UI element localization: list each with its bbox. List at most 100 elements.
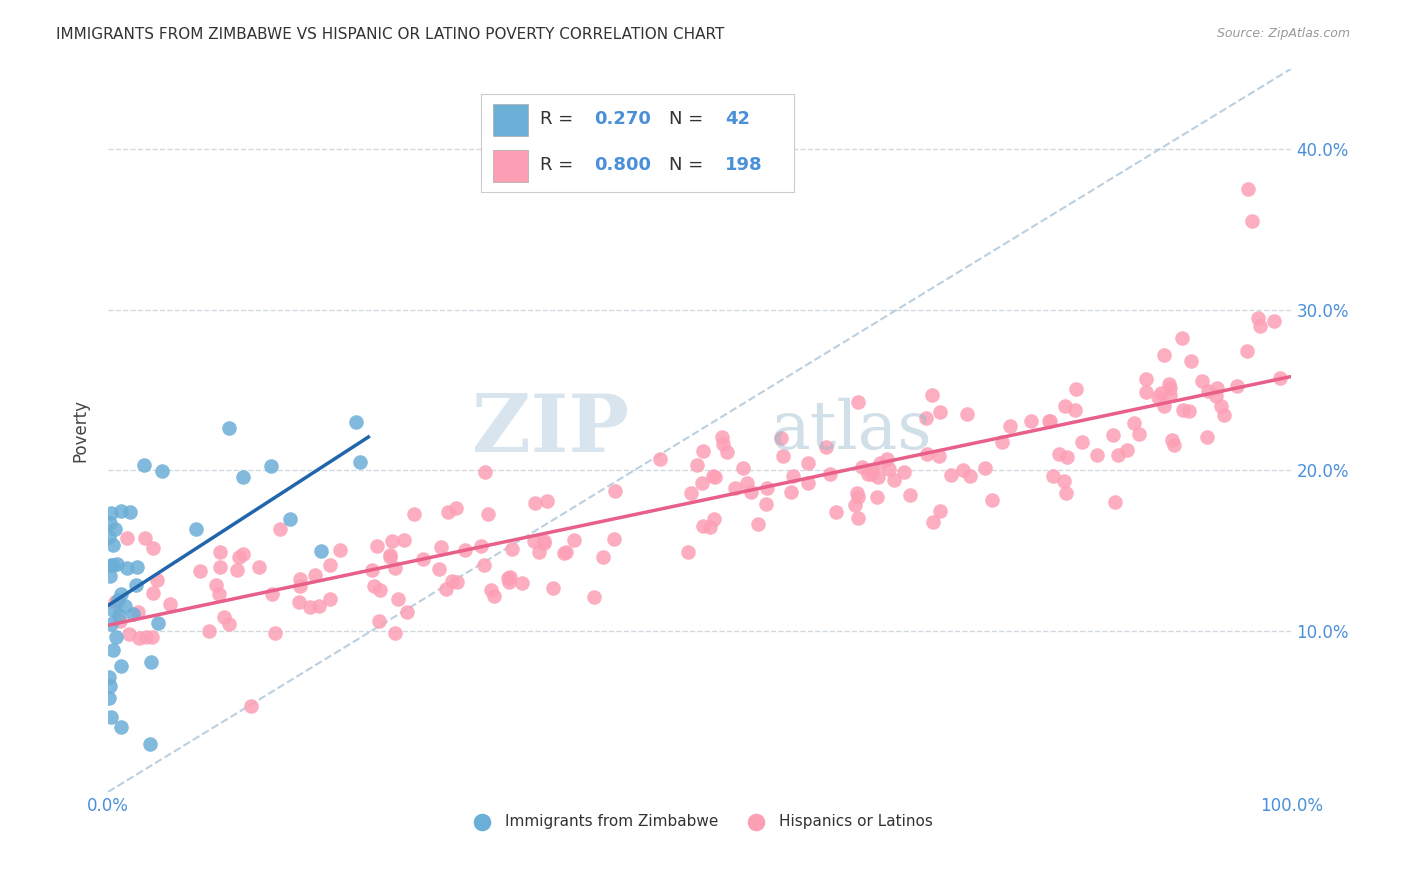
Point bbox=[1160, 433, 1182, 447]
Point bbox=[360, 563, 382, 577]
Point bbox=[278, 512, 301, 526]
Point bbox=[1163, 437, 1185, 451]
Point bbox=[703, 469, 725, 483]
Point bbox=[845, 486, 868, 500]
Point bbox=[142, 586, 165, 600]
Point bbox=[941, 467, 963, 482]
Point bbox=[928, 405, 950, 419]
Point bbox=[755, 497, 778, 511]
Point bbox=[115, 561, 138, 575]
Point bbox=[101, 538, 124, 552]
Point bbox=[770, 431, 793, 445]
Point bbox=[1171, 403, 1194, 417]
Point bbox=[1128, 427, 1150, 442]
Point bbox=[527, 545, 550, 559]
Point bbox=[1019, 413, 1042, 427]
Point bbox=[446, 574, 468, 589]
Point bbox=[232, 547, 254, 561]
Point bbox=[1066, 383, 1088, 397]
Point bbox=[454, 543, 477, 558]
Point bbox=[1038, 414, 1060, 428]
Point bbox=[686, 458, 709, 472]
Point bbox=[1107, 448, 1129, 462]
Point bbox=[134, 532, 156, 546]
Text: Source: ZipAtlas.com: Source: ZipAtlas.com bbox=[1216, 27, 1350, 40]
Point bbox=[150, 464, 173, 478]
Point bbox=[197, 624, 219, 638]
Point bbox=[541, 581, 564, 595]
Point bbox=[472, 558, 495, 573]
Point bbox=[1195, 429, 1218, 443]
Point bbox=[118, 627, 141, 641]
Point bbox=[1053, 474, 1076, 488]
Point bbox=[922, 515, 945, 529]
Legend: Immigrants from Zimbabwe, Hispanics or Latinos: Immigrants from Zimbabwe, Hispanics or L… bbox=[460, 808, 939, 835]
Point bbox=[703, 512, 725, 526]
Point bbox=[288, 595, 311, 609]
Point bbox=[866, 491, 889, 505]
Point bbox=[329, 542, 352, 557]
Point bbox=[952, 463, 974, 477]
Point bbox=[125, 560, 148, 574]
Point bbox=[1240, 214, 1263, 228]
Point bbox=[1263, 314, 1285, 328]
Point bbox=[1135, 385, 1157, 400]
Point bbox=[97, 530, 120, 544]
Point bbox=[378, 548, 401, 562]
Point bbox=[100, 506, 122, 520]
Point bbox=[1153, 348, 1175, 362]
Point bbox=[308, 599, 330, 613]
Point bbox=[1115, 442, 1137, 457]
Point bbox=[1205, 388, 1227, 402]
Point bbox=[956, 407, 979, 421]
Point bbox=[110, 504, 132, 518]
Point bbox=[583, 591, 606, 605]
Point bbox=[747, 516, 769, 531]
Point bbox=[232, 469, 254, 483]
Text: atlas: atlas bbox=[770, 398, 932, 463]
Point bbox=[772, 450, 794, 464]
Point bbox=[1064, 403, 1087, 417]
Point bbox=[756, 481, 779, 495]
Point bbox=[108, 614, 131, 628]
Point bbox=[876, 452, 898, 467]
Point bbox=[676, 545, 699, 559]
Point bbox=[125, 578, 148, 592]
Point bbox=[915, 447, 938, 461]
Point bbox=[479, 582, 502, 597]
Point bbox=[1191, 374, 1213, 388]
Point bbox=[127, 605, 149, 619]
Point bbox=[536, 494, 558, 508]
Point bbox=[879, 462, 901, 476]
Point bbox=[434, 582, 457, 596]
Point bbox=[269, 523, 291, 537]
Point bbox=[318, 558, 340, 573]
Point bbox=[104, 595, 127, 609]
Point bbox=[605, 483, 627, 498]
Point bbox=[367, 614, 389, 628]
Point bbox=[100, 558, 122, 572]
Point bbox=[501, 542, 523, 557]
Point bbox=[860, 462, 883, 476]
Point bbox=[692, 519, 714, 533]
Point bbox=[344, 415, 367, 429]
Point bbox=[782, 469, 804, 483]
Point bbox=[928, 449, 950, 463]
Point bbox=[1236, 343, 1258, 358]
Point bbox=[735, 475, 758, 490]
Point bbox=[815, 440, 838, 454]
Point bbox=[319, 592, 342, 607]
Point bbox=[212, 609, 235, 624]
Point bbox=[142, 541, 165, 555]
Point bbox=[740, 485, 762, 500]
Point bbox=[404, 507, 426, 521]
Point bbox=[427, 562, 450, 576]
Point bbox=[430, 540, 453, 554]
Point bbox=[1159, 381, 1181, 395]
Point bbox=[288, 579, 311, 593]
Point bbox=[780, 485, 803, 500]
Point bbox=[603, 532, 626, 546]
Point bbox=[107, 607, 129, 622]
Point bbox=[959, 469, 981, 483]
Point bbox=[1180, 354, 1202, 368]
